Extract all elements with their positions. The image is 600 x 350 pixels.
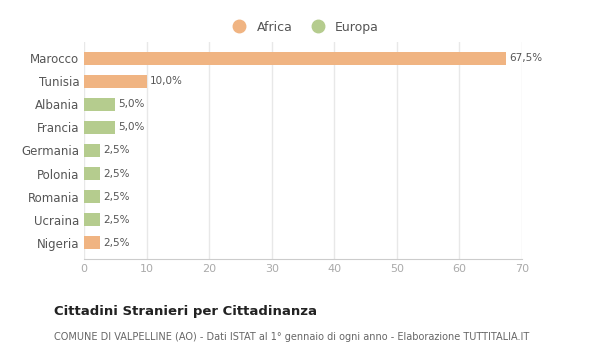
Text: 2,5%: 2,5% (103, 238, 129, 248)
Bar (84, 144, 100, 157)
Text: Cittadini Stranieri per Cittadinanza: Cittadini Stranieri per Cittadinanza (54, 304, 317, 317)
Bar (84, 75, 146, 88)
Text: 5,0%: 5,0% (118, 99, 145, 109)
Text: 67,5%: 67,5% (509, 53, 542, 63)
Text: COMUNE DI VALPELLINE (AO) - Dati ISTAT al 1° gennaio di ogni anno - Elaborazione: COMUNE DI VALPELLINE (AO) - Dati ISTAT a… (54, 332, 529, 343)
Bar (84, 98, 115, 111)
Bar (84, 121, 115, 134)
Bar (84, 237, 100, 249)
Bar (84, 214, 100, 226)
Text: 2,5%: 2,5% (103, 169, 129, 178)
Bar (84, 190, 100, 203)
Text: 2,5%: 2,5% (103, 146, 129, 155)
Legend: Africa, Europa: Africa, Europa (222, 16, 384, 39)
Text: 2,5%: 2,5% (103, 215, 129, 225)
Bar (84, 167, 100, 180)
Text: 2,5%: 2,5% (103, 192, 129, 202)
Text: 10,0%: 10,0% (150, 76, 182, 86)
Bar (84, 52, 506, 64)
Text: 5,0%: 5,0% (118, 122, 145, 132)
